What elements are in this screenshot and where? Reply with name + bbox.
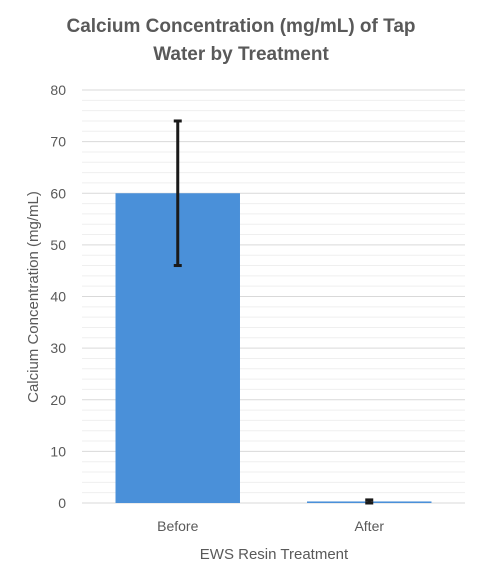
error-bar-before [173,119,182,268]
y-tick-label: 40 [50,289,66,305]
y-tick-label: 30 [50,340,66,356]
error-bars [173,119,374,505]
y-tick-label: 60 [50,185,66,201]
y-tick-label: 50 [50,237,66,253]
y-tick-label: 80 [50,82,66,98]
x-category-label: After [354,518,384,534]
x-category-label: Before [157,518,198,534]
chart-title-line-2: Water by Treatment [153,44,329,65]
y-axis-ticks: 0 10 20 30 40 50 60 70 80 [50,82,66,511]
chart-title-line-1: Calcium Concentration (mg/mL) of Tap [66,16,415,37]
y-tick-label: 70 [50,134,66,150]
y-axis-label: Calcium Concentration (mg/mL) [25,191,42,403]
y-tick-label: 20 [50,392,66,408]
y-tick-label: 0 [58,495,66,511]
x-axis-label: EWS Resin Treatment [200,546,349,563]
y-tick-label: 10 [50,443,66,459]
x-axis-categories: Before After [157,518,384,534]
error-bar-after [365,498,374,505]
